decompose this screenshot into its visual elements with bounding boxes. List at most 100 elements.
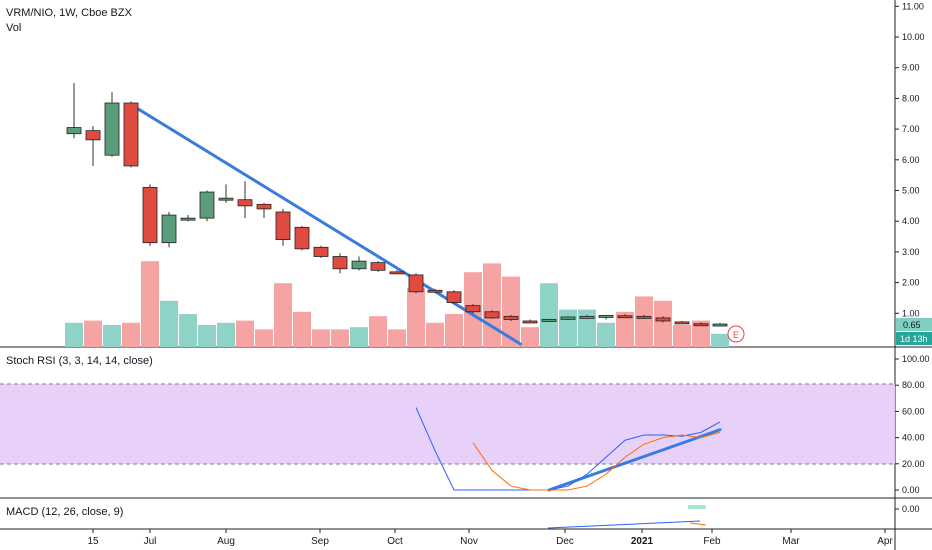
volume-bar	[635, 296, 653, 347]
candle-body	[180, 217, 196, 221]
volume-bar	[616, 311, 634, 347]
stoch-tick-label: 80.00	[902, 380, 925, 390]
price-tick-label: 2.00	[902, 278, 920, 288]
candle-body	[617, 315, 633, 319]
volume-bar	[673, 325, 691, 347]
price-tick-label: 6.00	[902, 155, 920, 165]
candle-body	[522, 320, 538, 324]
candle-body	[256, 203, 272, 210]
volume-bar	[369, 316, 387, 347]
candle-body	[104, 102, 120, 156]
candle-body	[674, 321, 690, 325]
candle-body	[218, 197, 234, 201]
candle-body	[465, 305, 481, 313]
candle-body	[85, 130, 101, 141]
symbol-title: VRM/NIO, 1W, Cboe BZX	[6, 7, 133, 19]
candle-body	[199, 191, 215, 219]
volume-bar	[198, 325, 216, 347]
macd-histogram-bar	[688, 505, 706, 509]
candle-body	[503, 315, 519, 320]
candle-body	[484, 311, 500, 319]
candle-body	[161, 214, 177, 244]
stoch-tick-label: 0.00	[902, 485, 920, 495]
price-tick-label: 4.00	[902, 216, 920, 226]
countdown-label: 1d 13h	[900, 334, 928, 344]
candle-body	[313, 246, 329, 257]
volume-bar	[65, 322, 83, 347]
macd-title: MACD (12, 26, close, 9)	[6, 506, 123, 518]
price-tick-label: 1.00	[902, 308, 920, 318]
candle-body	[408, 274, 424, 293]
stoch-rsi-lines	[415, 407, 721, 491]
volume-bar	[597, 322, 615, 347]
countdown-badge	[896, 332, 932, 345]
volume-bar	[141, 261, 159, 347]
volume-bar	[483, 263, 501, 347]
macd-line	[547, 520, 701, 529]
stoch-tick-label: 40.00	[902, 433, 925, 443]
candle-body	[294, 226, 310, 250]
time-tick-label: Jul	[144, 536, 157, 547]
time-tick-label: Oct	[387, 536, 403, 547]
candle-body	[142, 187, 158, 244]
stoch-d-line	[472, 431, 721, 491]
time-tick-label: Dec	[556, 536, 574, 547]
volume-bar	[84, 320, 102, 347]
stoch-k-line	[415, 407, 721, 491]
candle-body	[332, 256, 348, 270]
volume-bar	[578, 309, 596, 347]
volume-bar	[179, 314, 197, 347]
price-tick-label: 5.00	[902, 186, 920, 196]
time-tick-label: Apr	[877, 536, 893, 547]
time-tick-label: Mar	[782, 536, 800, 547]
volume-bar	[274, 283, 292, 347]
time-tick-label: 15	[87, 536, 99, 547]
volume-bar	[217, 322, 235, 347]
candle-body	[123, 102, 139, 167]
last-price-label: 0.65	[903, 320, 921, 330]
volume-label: Vol	[6, 22, 21, 34]
price-tick-label: 3.00	[902, 247, 920, 257]
stoch-tick-label: 20.00	[902, 459, 925, 469]
last-price-badge	[896, 318, 932, 331]
candle-body	[579, 315, 595, 319]
candle-body	[446, 291, 462, 303]
volume-bar	[407, 287, 425, 347]
price-tick-label: 9.00	[902, 63, 920, 73]
price-tick-label: 8.00	[902, 93, 920, 103]
volume-bar	[331, 329, 349, 347]
volume-bar	[521, 327, 539, 347]
stoch-rsi-title: Stoch RSI (3, 3, 14, 14, close)	[6, 355, 153, 367]
volume-bar	[559, 309, 577, 347]
volume-bar	[312, 329, 330, 347]
candle-body	[541, 319, 557, 322]
volume-bar	[255, 329, 273, 347]
candle-body	[389, 271, 405, 275]
trendline	[129, 103, 522, 346]
time-tick-label: Aug	[217, 536, 235, 547]
volume-bar	[426, 322, 444, 347]
volume-bar	[692, 320, 710, 347]
volume-bar	[122, 322, 140, 347]
candle-body	[560, 316, 576, 320]
candle-body	[237, 199, 253, 207]
candles	[66, 83, 728, 327]
volume-bar	[654, 300, 672, 347]
macd-tick-label: 0.00	[902, 504, 920, 514]
price-tick-label: 7.00	[902, 124, 920, 134]
volume-bar	[711, 333, 729, 347]
price-tick-label: 11.00	[902, 1, 924, 11]
time-tick-label: 2021	[631, 536, 654, 547]
candle-body	[655, 317, 671, 322]
stoch-tick-label: 100.00	[902, 354, 930, 364]
earnings-marker[interactable]	[727, 325, 745, 343]
volume-bar	[388, 329, 406, 347]
volume-bar	[293, 311, 311, 347]
candle-body	[275, 211, 291, 241]
volume-bar	[540, 283, 558, 347]
volume-bar	[350, 327, 368, 347]
time-tick-label: Sep	[311, 536, 329, 547]
time-tick-label: Feb	[703, 536, 721, 547]
time-axis-labels: 15 Jul Aug Sep Oct Nov Dec 2021 Feb Mar Apr	[87, 529, 893, 547]
